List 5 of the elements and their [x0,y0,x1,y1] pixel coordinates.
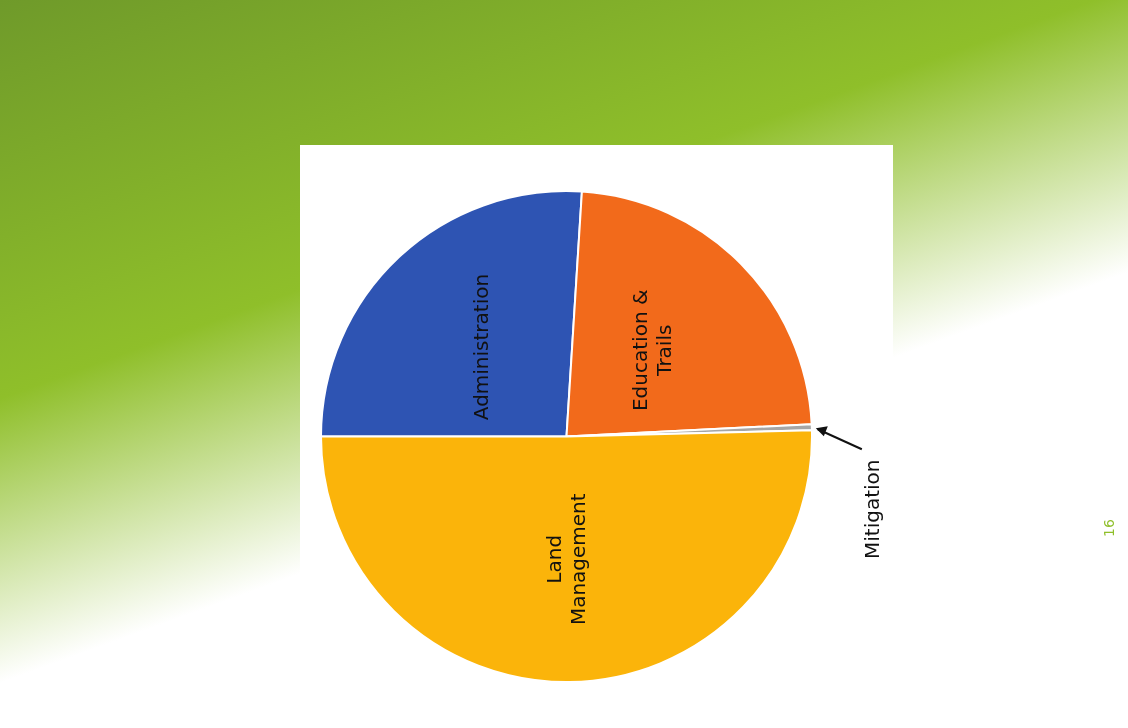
slice-label: Administration [468,273,493,421]
slice-label: Mitigation [860,459,885,559]
text: 16 [1100,519,1117,537]
slice-label: Education & Trails [628,289,677,412]
slice-label: Land Management [542,493,591,626]
